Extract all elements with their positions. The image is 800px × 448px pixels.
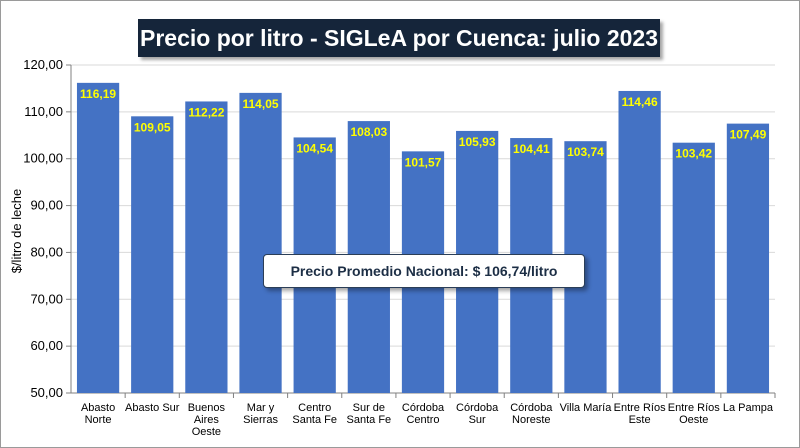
y-tick-label: 50,00: [30, 385, 63, 400]
category-label-line: Sur: [469, 414, 486, 426]
category-label: Abasto Norte: [81, 402, 115, 426]
category-label-line: Entre Ríos: [614, 402, 666, 414]
bar: [726, 123, 770, 393]
category-label-line: Noreste: [512, 414, 551, 426]
category-label-line: Entre Ríos: [668, 402, 720, 414]
category-label: Buenos Aires Oeste: [188, 402, 226, 438]
category-label-line: Oeste: [192, 426, 221, 438]
category-label-line: Córdoba: [402, 402, 445, 414]
category-label-line: Santa Fe: [347, 414, 392, 426]
category-label-line: Santa Fe: [292, 414, 337, 426]
bar: [672, 142, 715, 393]
category-label-line: Centro: [298, 402, 331, 414]
bar: [239, 92, 282, 393]
data-label: 109,05: [134, 120, 171, 134]
category-label-line: Centro: [406, 414, 439, 426]
category-label: Sur de Santa Fe: [347, 402, 392, 426]
category-label: La Pampa: [723, 402, 774, 414]
category-label: Córdoba Noreste: [510, 402, 553, 426]
y-tick-label: 80,00: [30, 244, 63, 259]
data-label: 103,42: [675, 147, 712, 161]
data-label: 103,74: [567, 145, 604, 159]
category-label-line: Aires: [194, 414, 220, 426]
category-label: Abasto Sur: [125, 402, 180, 414]
data-label: 105,93: [459, 135, 496, 149]
category-label-line: Este: [629, 414, 651, 426]
y-tick-label: 90,00: [30, 198, 63, 213]
bar: [618, 90, 661, 393]
category-label-line: Córdoba: [510, 402, 553, 414]
bar: [185, 101, 228, 393]
category-label-line: Sur de: [353, 402, 385, 414]
national-average-annotation: Precio Promedio Nacional: $ 106,74/litro: [263, 254, 585, 288]
data-label: 107,49: [730, 128, 767, 142]
category-label: Córdoba Centro: [402, 402, 445, 426]
category-label-line: Mar y: [247, 402, 275, 414]
data-label: 108,03: [350, 125, 387, 139]
category-label-line: Córdoba: [456, 402, 499, 414]
y-axis-label: $/litro de leche: [9, 189, 24, 274]
y-tick-label: 70,00: [30, 291, 63, 306]
chart-title: Precio por litro - SIGLeA por Cuenca: ju…: [138, 19, 660, 57]
y-tick-labels: 50,00 60,00 70,00 80,00 90,00 100,00 110,00 120…: [23, 57, 63, 400]
category-label-line: Norte: [85, 414, 112, 426]
data-label: 104,41: [513, 142, 550, 156]
category-label: Entre Ríos Oeste: [668, 402, 720, 426]
category-label-line: Villa María: [560, 402, 613, 414]
bar: [76, 82, 120, 393]
category-label: Mar y Sierras: [243, 402, 278, 426]
data-label: 101,57: [405, 155, 442, 169]
category-label-line: Buenos: [188, 402, 226, 414]
data-label: 116,19: [80, 87, 116, 101]
data-label: 114,05: [243, 97, 279, 111]
category-label-line: Oeste: [679, 414, 708, 426]
y-tick-label: 60,00: [30, 338, 63, 353]
category-label: Villa María: [560, 402, 613, 414]
category-label: Entre Ríos Este: [614, 402, 666, 426]
data-label: 114,46: [622, 95, 658, 109]
category-label-line: Sierras: [243, 414, 278, 426]
data-label: 104,54: [296, 141, 333, 155]
y-tick-label: 100,00: [23, 151, 63, 166]
category-label: Centro Santa Fe: [292, 402, 337, 426]
y-tick-label: 120,00: [23, 57, 63, 72]
data-label: 112,22: [188, 105, 224, 119]
data-labels: 116,19 109,05 112,22 114,05 104,54 108,03 101,…: [80, 87, 767, 170]
category-label: Córdoba Sur: [456, 402, 499, 426]
category-label-line: Abasto Sur: [125, 402, 180, 414]
category-label-line: La Pampa: [723, 402, 774, 414]
category-label-line: Abasto: [81, 402, 115, 414]
bar: [131, 116, 174, 394]
y-tick-label: 110,00: [24, 104, 63, 119]
